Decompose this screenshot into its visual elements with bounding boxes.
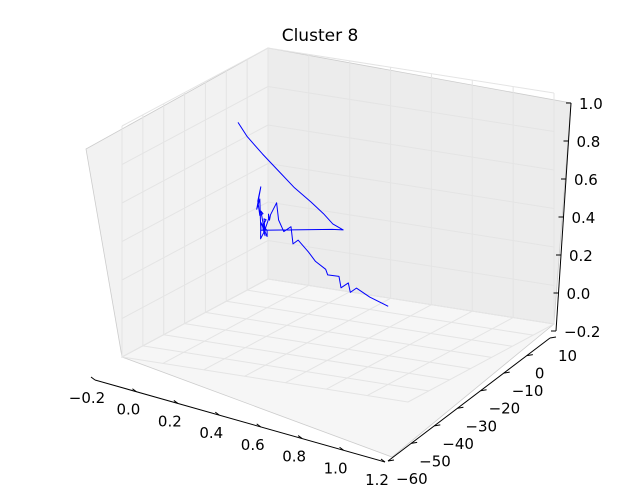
y-tick-label: −60 [396, 470, 428, 488]
grid-line-z [267, 278, 555, 325]
y-tick-label: 10 [558, 347, 577, 365]
grid-lines [121, 47, 555, 403]
grid-line-z [121, 278, 269, 358]
x-tick [214, 411, 220, 416]
grid-line-z [267, 201, 555, 248]
x-tick [256, 423, 262, 428]
z-tick-label: −0.2 [564, 323, 600, 341]
grid-line-z [267, 47, 555, 94]
x-tick-label: 1.2 [365, 471, 389, 489]
grid-line-z [121, 124, 269, 204]
x-tick-label: 0.2 [158, 412, 182, 430]
grid-line-y [285, 304, 432, 384]
x-axis-line [94, 379, 386, 463]
z-tick-label: 0.2 [569, 247, 593, 265]
y-tick-label: −40 [442, 435, 474, 453]
axis-ticks [90, 102, 571, 463]
grid-line-x [184, 323, 471, 370]
x-tick-label: 0.4 [199, 424, 223, 442]
grid-line-z [267, 163, 555, 209]
grid-line-x [226, 300, 513, 347]
grid-line-z [267, 86, 555, 132]
grid-line-x [121, 356, 409, 403]
x-tick-label: 0.0 [116, 401, 140, 419]
grid-line-z [121, 163, 269, 242]
y-tick-label: −30 [465, 417, 497, 435]
grid-line-x [163, 334, 450, 381]
grid-line-y [326, 310, 473, 390]
y-tick-label: 0 [535, 365, 545, 383]
grid-line-z [267, 124, 555, 171]
y-tick [549, 336, 557, 339]
chart-title: Cluster 8 [282, 26, 359, 46]
grid-line-x [205, 311, 492, 358]
x-tick-label: 1.0 [324, 459, 348, 477]
x-tick-label: −0.2 [69, 389, 105, 407]
z-tick-label: 0.4 [572, 209, 596, 227]
grid-line-y [407, 323, 555, 403]
y-tick [480, 389, 487, 392]
y-tick [526, 354, 533, 357]
y-axis-line [387, 337, 551, 462]
x-tick-label: 0.8 [282, 448, 306, 466]
grid-line-z [121, 86, 269, 165]
grid-line-y [244, 297, 391, 377]
x-tick [132, 388, 137, 393]
grid-line-z [121, 201, 269, 281]
series-line [237, 122, 389, 307]
x-tick [297, 435, 303, 439]
z-tick-label: 0.6 [574, 171, 598, 189]
grid-line-y [203, 291, 350, 371]
grid-line-z [121, 47, 269, 127]
x-tick [90, 376, 96, 381]
z-tick-label: 0.0 [567, 285, 591, 303]
grid-line-z [121, 240, 269, 319]
y-tick [457, 406, 464, 409]
x-tick-label: 0.6 [241, 436, 265, 454]
x-tick [173, 400, 179, 404]
z-tick-label: 1.0 [579, 95, 603, 113]
y-tick [434, 424, 441, 427]
y-tick-label: −50 [419, 452, 451, 470]
z-tick-label: 0.8 [577, 133, 601, 151]
y-tick [387, 459, 395, 462]
y-tick-label: −10 [512, 382, 544, 400]
grid-line-y [366, 317, 514, 397]
y-tick [503, 371, 510, 374]
grid-line-z [267, 240, 555, 286]
axis-tick-labels: −0.2 0.0 0.2 0.4 0.6 0.8 1.0 1.2 −60−50−40−30−20… [69, 95, 603, 489]
y-tick-label: −20 [489, 400, 521, 418]
y-tick [411, 441, 418, 444]
grid-line-y [162, 284, 310, 364]
grid-line-x [247, 289, 534, 336]
grid-line-x [142, 345, 429, 392]
x-tick [339, 446, 344, 451]
x-tick [380, 458, 386, 463]
